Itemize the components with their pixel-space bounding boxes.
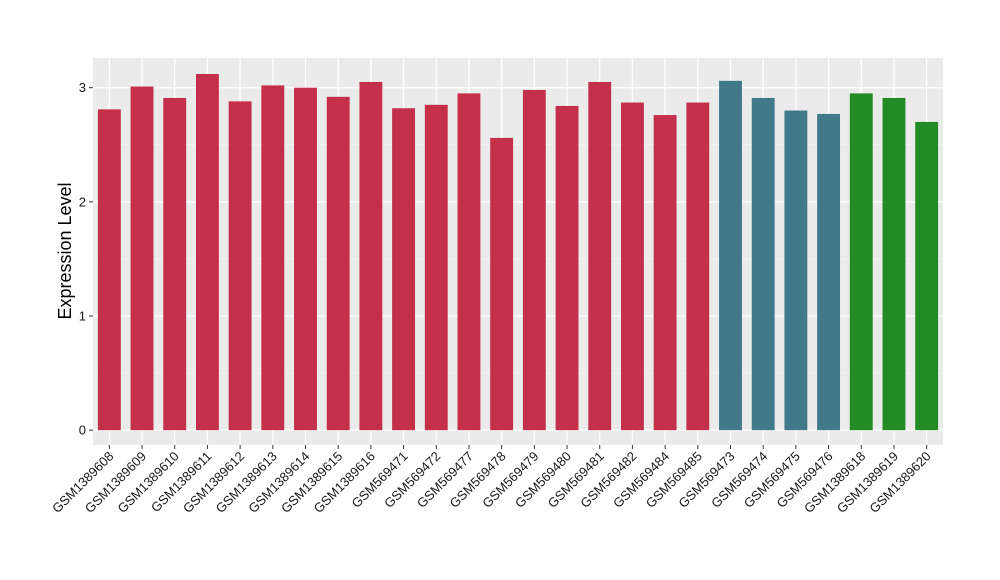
bar: [915, 121, 939, 431]
y-tick-label: 2: [79, 194, 86, 209]
bar: [817, 113, 841, 431]
plot-panel: [93, 58, 943, 445]
bar: [392, 108, 416, 431]
bar: [686, 102, 710, 431]
bar: [195, 73, 219, 431]
bar: [457, 93, 481, 431]
bar: [228, 101, 252, 431]
bar: [588, 81, 612, 431]
y-tick-label: 1: [79, 309, 86, 324]
y-tick-label: 0: [79, 423, 86, 438]
y-axis-title: Expression Level: [55, 182, 75, 319]
bar: [163, 97, 187, 431]
bar: [620, 102, 644, 431]
bar: [97, 109, 121, 431]
bar: [784, 110, 808, 431]
bar: [751, 97, 775, 431]
y-axis: 0 1 2 3: [79, 80, 93, 438]
bar: [490, 137, 514, 431]
bars: [97, 73, 939, 431]
bar: [555, 105, 579, 431]
bar: [261, 85, 285, 431]
bar: [359, 81, 383, 431]
bar: [849, 93, 873, 431]
x-axis: GSM1389608GSM1389609GSM1389610GSM1389611…: [49, 445, 934, 516]
bar: [130, 86, 154, 431]
bar: [326, 96, 350, 431]
bar: [522, 89, 546, 431]
y-tick-label: 3: [79, 80, 86, 95]
bar: [882, 97, 906, 431]
bar: [424, 104, 448, 431]
bar: [719, 80, 742, 431]
bar: [294, 87, 317, 431]
bar: [653, 115, 677, 431]
